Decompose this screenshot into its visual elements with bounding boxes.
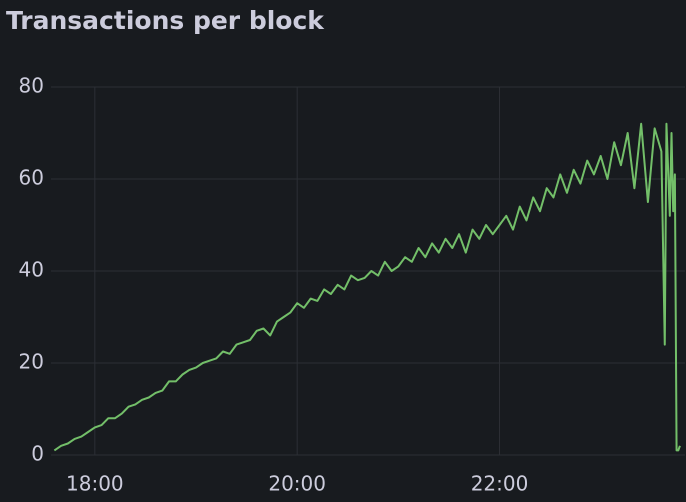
y-tick-label: 80: [19, 74, 44, 98]
data-line: [53, 122, 681, 452]
y-tick-label: 0: [31, 442, 44, 466]
x-tick-label: 22:00: [471, 472, 529, 496]
chart-title: Transactions per block: [6, 6, 325, 35]
x-tick-label: 20:00: [268, 472, 326, 496]
y-tick-label: 60: [19, 166, 44, 190]
y-tick-label: 40: [19, 258, 44, 282]
y-tick-label: 20: [19, 350, 44, 374]
x-tick-label: 18:00: [66, 472, 124, 496]
